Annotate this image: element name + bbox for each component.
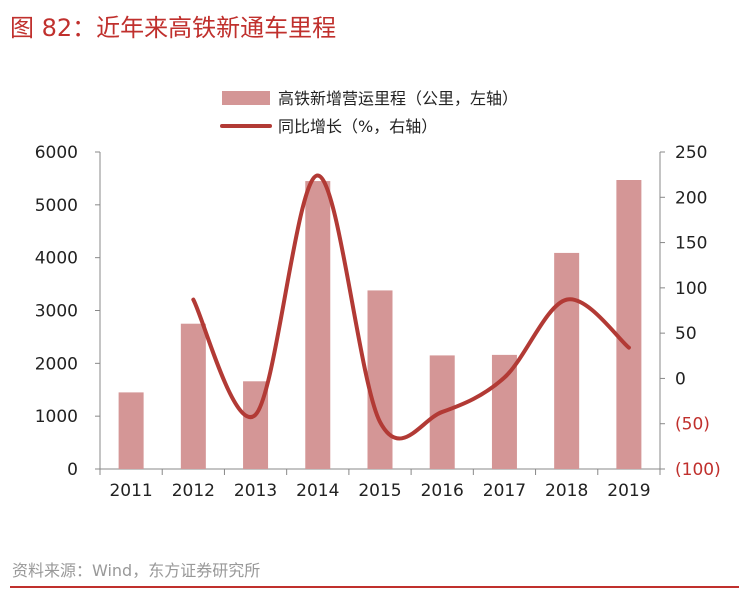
bar	[180, 323, 206, 469]
figure-number: 图 82	[10, 14, 73, 42]
legend: 高铁新增营运里程（公里，左轴） 同比增长（%，右轴）	[220, 89, 518, 136]
left-tick-label: 1000	[35, 407, 78, 427]
legend-bar-label: 高铁新增营运里程（公里，左轴）	[278, 89, 518, 108]
figure-title: 图 82：近年来高铁新通车里程	[10, 8, 336, 43]
x-tick-label: 2012	[172, 481, 215, 501]
right-tick-label: 250	[675, 143, 707, 163]
right-tick-label: (50)	[675, 415, 710, 435]
bar	[118, 392, 144, 469]
right-tick-label: (100)	[675, 460, 721, 480]
left-tick-label: 2000	[35, 354, 78, 374]
right-tick-label: 50	[675, 324, 697, 344]
bar	[305, 181, 331, 469]
left-tick-label: 4000	[35, 249, 78, 269]
x-tick-label: 2018	[545, 481, 588, 501]
x-tick-label: 2013	[234, 481, 277, 501]
right-tick-label: 200	[675, 188, 707, 208]
x-tick-label: 2019	[607, 481, 650, 501]
x-tick-label: 2017	[483, 481, 526, 501]
legend-bar-swatch	[222, 91, 270, 105]
right-tick-label: 100	[675, 279, 707, 299]
bottom-rule	[10, 586, 739, 588]
right-tick-label: 0	[675, 369, 686, 389]
left-tick-label: 0	[67, 460, 78, 480]
bar-series	[118, 180, 642, 470]
growth-line	[191, 173, 631, 441]
bar	[367, 290, 393, 469]
left-tick-label: 6000	[35, 143, 78, 163]
figure-title-text: ：近年来高铁新通车里程	[72, 14, 337, 42]
tick-labels: 0 1000 2000 3000 4000 5000 6000 (100) (50) 0 50 100…	[35, 143, 721, 501]
bar	[554, 252, 580, 469]
left-tick-label: 5000	[35, 196, 78, 216]
source-note: 资料来源：Wind，东方证券研究所	[12, 561, 261, 580]
left-tick-label: 3000	[35, 302, 78, 322]
x-tick-label: 2015	[358, 481, 401, 501]
bar	[616, 180, 642, 470]
x-tick-label: 2016	[421, 481, 464, 501]
legend-line-label: 同比增长（%，右轴）	[278, 117, 437, 136]
x-tick-label: 2011	[109, 481, 152, 501]
right-tick-label: 150	[675, 234, 707, 254]
x-tick-label: 2014	[296, 481, 339, 501]
bar	[491, 354, 517, 469]
